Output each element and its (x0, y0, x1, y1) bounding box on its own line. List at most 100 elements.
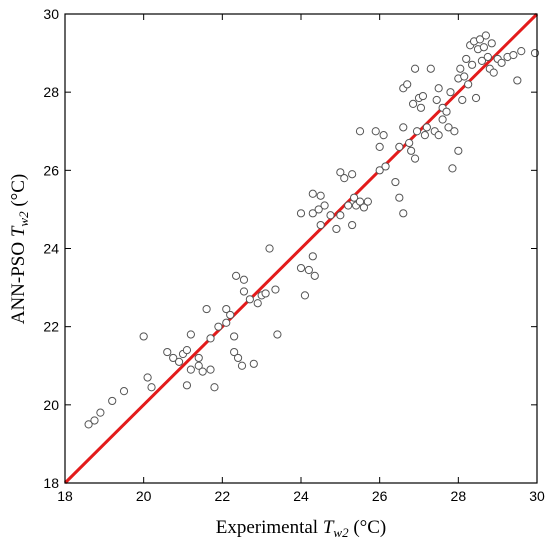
data-point (198, 367, 207, 376)
data-point (147, 383, 156, 392)
data-point (214, 322, 223, 331)
data-point (462, 54, 471, 64)
data-point (483, 52, 492, 62)
y-tick-label: 20 (43, 397, 59, 413)
data-point (273, 330, 282, 339)
data-point (119, 387, 129, 396)
y-tick-label: 22 (43, 319, 59, 335)
data-point (450, 127, 459, 136)
data-point (182, 346, 192, 355)
x-axis-title-prefix: Experimental (216, 517, 323, 538)
data-point (237, 361, 247, 370)
data-point (403, 80, 412, 89)
reference-line (63, 12, 539, 485)
data-point (471, 93, 481, 103)
data-point (517, 47, 526, 56)
data-point (464, 80, 473, 89)
data-point (182, 381, 192, 390)
data-point (239, 275, 249, 284)
data-point (206, 365, 215, 374)
data-point (336, 168, 345, 177)
data-point (391, 177, 400, 187)
data-point (509, 50, 518, 60)
data-point (300, 291, 310, 300)
data-point (308, 189, 317, 198)
data-point (426, 64, 435, 73)
data-point (412, 127, 422, 136)
x-tick-label: 22 (215, 488, 231, 504)
data-point (308, 209, 317, 218)
data-point (422, 123, 431, 132)
y-axis-title-prefix: ANN-PSO (8, 237, 29, 324)
data-points (84, 31, 540, 429)
data-point (350, 193, 359, 202)
data-point (210, 383, 219, 392)
x-tick-label: 18 (57, 488, 73, 504)
data-point (194, 353, 203, 363)
data-point (108, 396, 117, 406)
data-point (139, 332, 148, 341)
data-point (448, 164, 457, 173)
data-point (253, 299, 262, 308)
data-point (320, 201, 329, 210)
data-point (163, 347, 172, 357)
data-point (230, 347, 239, 357)
data-point (169, 353, 178, 363)
data-point (513, 76, 522, 85)
data-point (90, 416, 99, 425)
data-point (194, 361, 203, 370)
data-point (487, 39, 496, 48)
data-point (316, 220, 325, 230)
data-point (296, 263, 306, 273)
tick-labels: 18 20 22 24 26 28 30 18 20 22 24 26 28 30 (43, 6, 545, 504)
y-tick-label: 18 (43, 475, 59, 491)
data-point (271, 285, 280, 294)
data-point (304, 265, 313, 275)
data-point (222, 318, 231, 327)
data-point (186, 330, 195, 339)
data-point (348, 220, 357, 230)
data-point (379, 131, 388, 140)
data-point (232, 271, 241, 280)
y-tick-label: 26 (43, 162, 59, 178)
data-point (409, 99, 418, 108)
data-point (84, 420, 93, 429)
data-point (314, 205, 323, 214)
data-point (446, 88, 455, 97)
data-point (456, 64, 465, 73)
data-point (265, 244, 274, 253)
data-point (375, 142, 384, 151)
x-axis-title: Experimental Tw2 (°C) (216, 517, 387, 540)
data-point (375, 166, 384, 175)
data-point (468, 60, 477, 69)
data-point (326, 211, 335, 220)
data-point (230, 332, 239, 341)
y-tick-label: 24 (43, 241, 59, 257)
data-point (475, 35, 485, 44)
data-point (355, 197, 365, 206)
data-point (407, 146, 416, 155)
data-point (460, 72, 469, 81)
data-point (296, 209, 306, 218)
data-point (420, 131, 429, 140)
data-point (381, 162, 390, 171)
data-point (432, 95, 441, 105)
data-point (434, 131, 443, 140)
y-axis-title: ANN-PSO Tw2 (°C) (8, 174, 31, 325)
data-point (308, 252, 317, 261)
x-tick-label: 24 (293, 488, 309, 504)
data-point (348, 170, 357, 179)
x-tick-label: 30 (529, 488, 545, 504)
x-axis-title-unit: (°C) (349, 517, 387, 538)
x-tick-label: 20 (136, 488, 152, 504)
data-point (418, 91, 428, 101)
data-point (359, 203, 369, 212)
data-point (226, 310, 235, 320)
data-point (405, 138, 414, 148)
data-point (261, 289, 270, 298)
data-point (222, 304, 231, 314)
data-point (442, 107, 451, 116)
x-tick-label: 28 (451, 488, 467, 504)
data-point (489, 68, 498, 77)
